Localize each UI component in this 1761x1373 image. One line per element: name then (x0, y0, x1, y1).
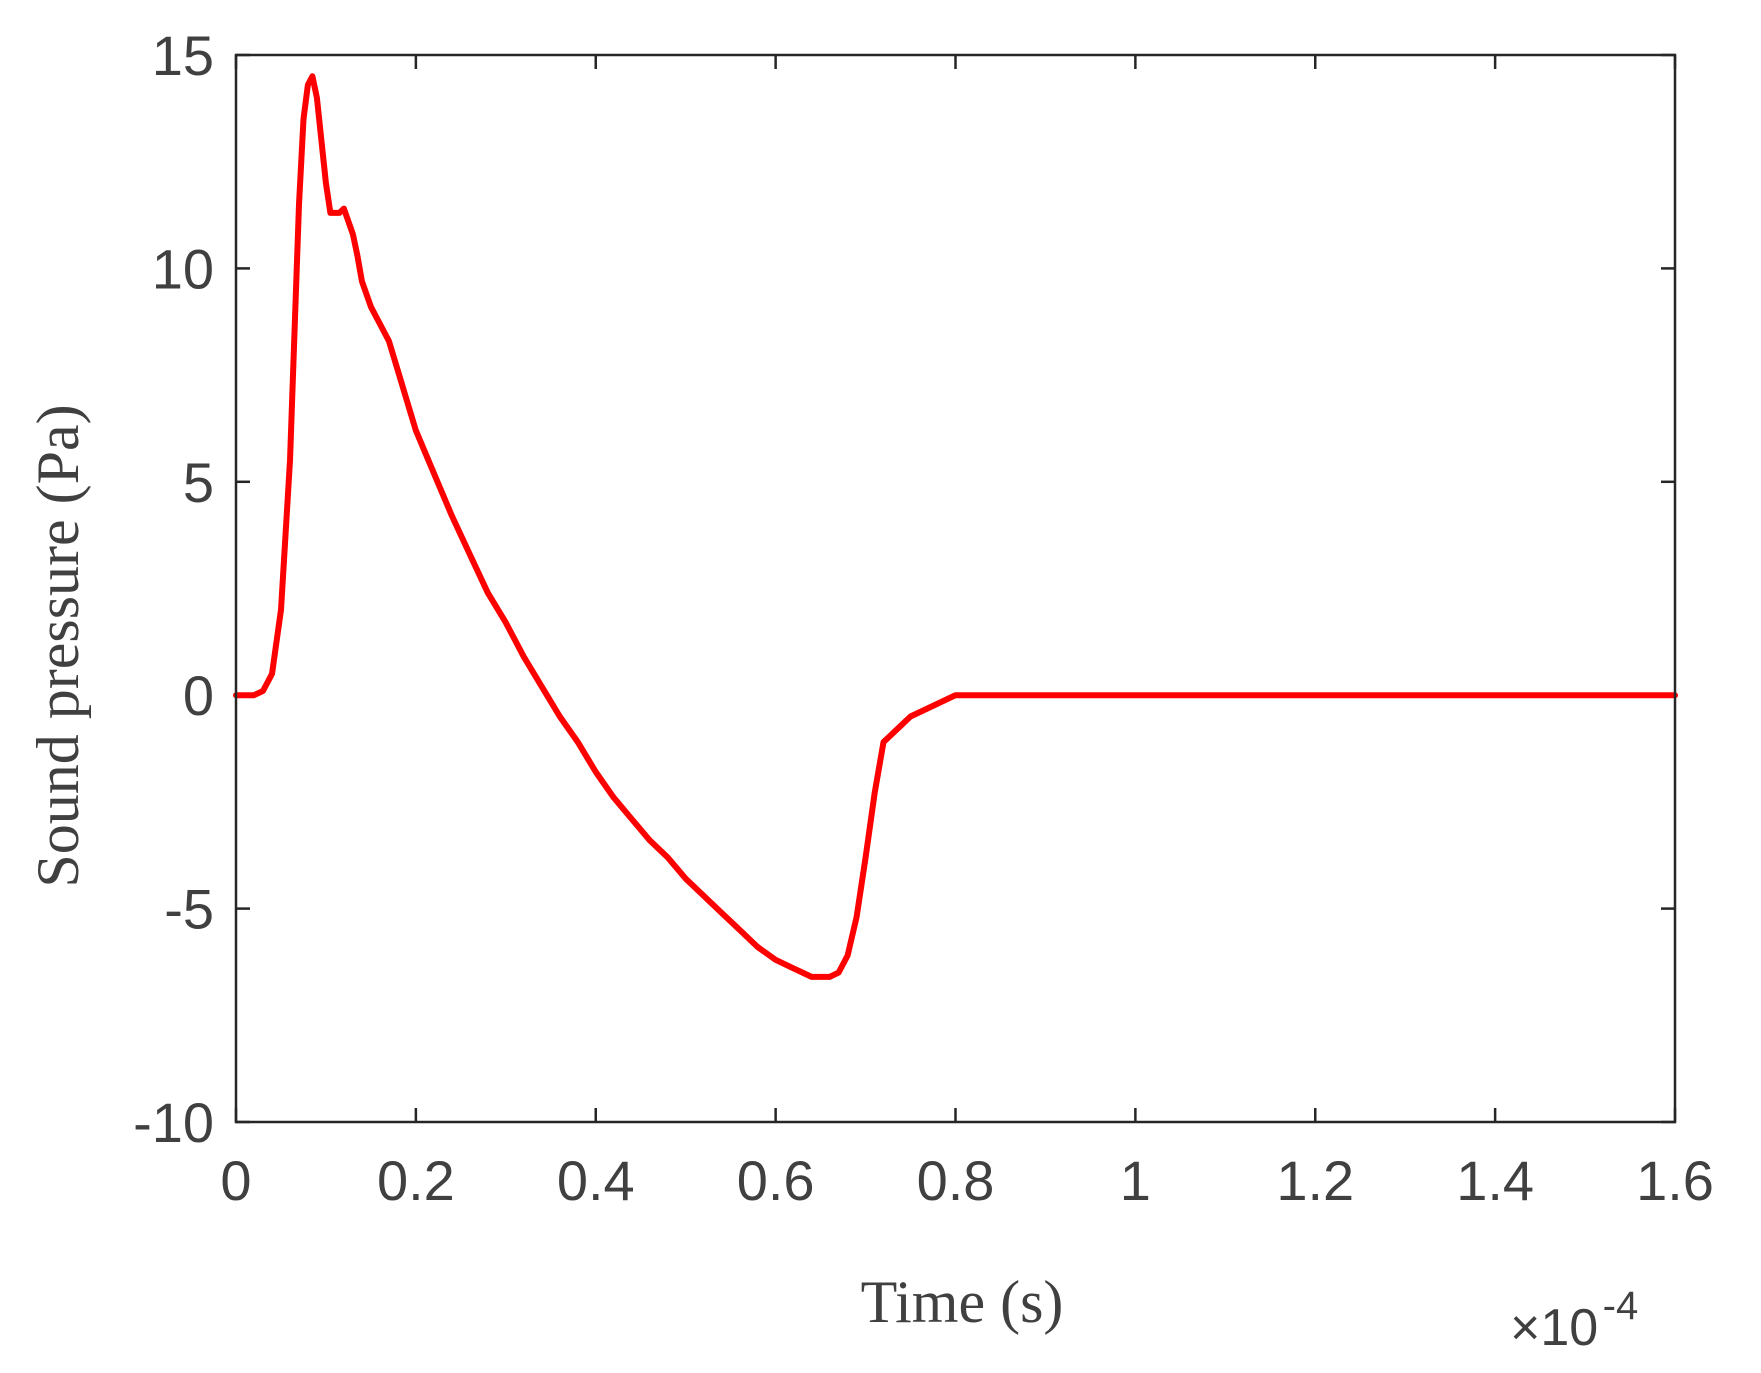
series-line-0 (233, 73, 1678, 980)
x-tick-label: 1.6 (1636, 1149, 1714, 1212)
x-axis-title: Time (s) (861, 1269, 1064, 1335)
y-tick-label: 0 (183, 664, 214, 727)
x-tick-label: 0.6 (737, 1149, 815, 1212)
y-axis-title: Sound pressure (Pa) (25, 404, 91, 887)
x-tick-label: 0.4 (557, 1149, 635, 1212)
y-tick-label: 15 (152, 24, 214, 87)
x-exponent-label: ×10 -4 (1510, 1284, 1638, 1357)
y-tick-label: 5 (183, 451, 214, 514)
x-tick-label: 1 (1120, 1149, 1151, 1212)
x-exponent-power: -4 (1603, 1284, 1639, 1328)
y-tick-label: -5 (164, 878, 214, 941)
y-tick-label: -10 (133, 1091, 214, 1154)
x-tick-label: 1.2 (1276, 1149, 1354, 1212)
x-tick-label: 0 (220, 1149, 251, 1212)
plot-area-frame (234, 53, 1677, 1124)
x-tick-label: 0.8 (917, 1149, 995, 1212)
x-exponent-base: ×10 (1510, 1299, 1598, 1357)
tick-labels-layer: 0 0.2 0.4 0.6 0.8 1 1.2 1.4 1.6 -10 -5 0 5 10 15 (133, 24, 1714, 1212)
x-tick-label: 0.2 (377, 1149, 455, 1212)
x-tick-label: 1.4 (1456, 1149, 1534, 1212)
y-tick-label: 10 (152, 237, 214, 300)
series-layer (233, 73, 1678, 980)
